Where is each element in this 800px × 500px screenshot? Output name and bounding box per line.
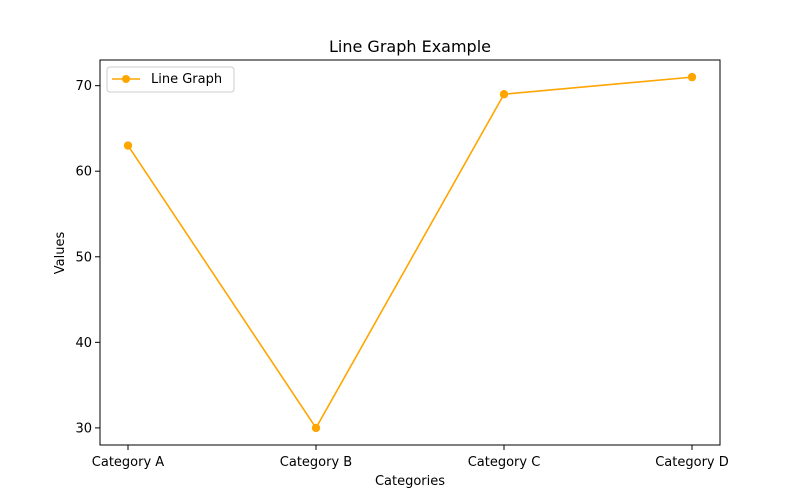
legend-entry-label: Line Graph (151, 72, 222, 87)
data-point-marker (123, 141, 133, 150)
series-layer (123, 72, 697, 433)
x-tick-label: Category A (92, 455, 165, 470)
chart-title: Line Graph Example (329, 37, 491, 56)
y-tick-label: 40 (75, 336, 92, 351)
y-tick-label: 50 (75, 250, 92, 265)
plot-area-frame (99, 59, 721, 446)
y-tick-label: 70 (75, 79, 92, 94)
y-axis-title: Values (53, 232, 68, 275)
x-tick-label: Category B (280, 455, 352, 470)
legend-marker-swatch (122, 75, 130, 83)
data-point-marker (687, 72, 697, 82)
series-line (127, 76, 693, 429)
legend: Line Graph (106, 66, 235, 93)
y-axis: 30 40 50 60 70 (75, 79, 100, 436)
x-axis: Category A Category B Category C Category D (92, 445, 729, 470)
y-tick-label: 60 (75, 165, 92, 180)
data-point-marker (311, 423, 321, 433)
legend-frame (106, 66, 235, 93)
x-axis-title: Categories (375, 474, 445, 489)
x-tick-label: Category C (468, 455, 541, 470)
y-tick-label: 30 (75, 421, 92, 436)
x-tick-label: Category D (655, 455, 729, 470)
data-point-marker (499, 90, 509, 99)
